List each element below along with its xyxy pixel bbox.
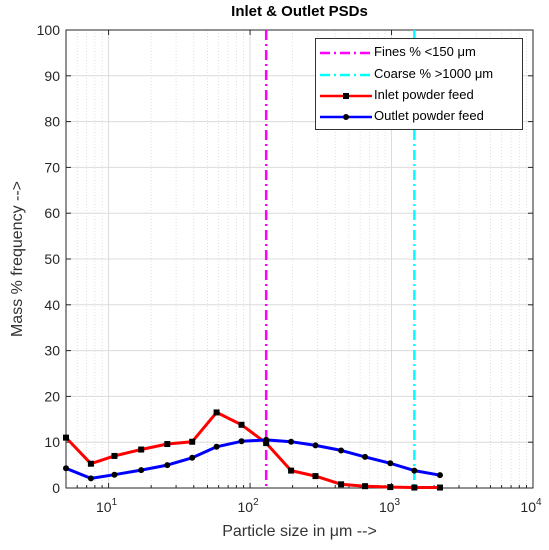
inlet-series-line — [64, 410, 440, 489]
outlet-data-point — [436, 472, 443, 479]
legend-entry-fines: Fines % <150 μm — [316, 42, 522, 64]
inlet-data-point — [87, 460, 94, 467]
legend-label-inlet: Inlet powder feed — [374, 87, 474, 102]
legend: Fines % <150 μm Coarse % >1000 μm Inlet … — [315, 38, 523, 130]
outlet-data-point — [189, 454, 196, 461]
legend-label-fines: Fines % <150 μm — [374, 44, 476, 59]
inlet-data-point — [362, 483, 369, 490]
inlet-data-point — [312, 473, 319, 480]
chart-title: Inlet & Outlet PSDs — [231, 3, 368, 20]
outlet-data-point — [338, 447, 345, 454]
x-tick-label-base: 10 — [520, 499, 536, 515]
legend-label-coarse: Coarse % >1000 μm — [374, 66, 494, 81]
y-tick-label: 50 — [44, 251, 60, 267]
inlet-data-point — [411, 484, 418, 491]
outlet-data-point — [111, 471, 118, 478]
legend-swatch-inlet — [320, 93, 372, 99]
y-axis-label: Mass % frequency --> — [9, 180, 26, 338]
y-tick-label: 30 — [44, 343, 60, 359]
y-tick-label: 90 — [44, 68, 60, 84]
x-tick-label-exponent: 4 — [536, 497, 542, 508]
x-tick-label-exponent: 2 — [253, 497, 259, 508]
inlet-data-point — [338, 481, 345, 488]
y-tick-label: 80 — [44, 114, 60, 130]
inlet-data-point — [238, 421, 245, 428]
inlet-data-point — [263, 440, 270, 447]
legend-swatch-outlet — [320, 114, 372, 120]
y-tick-label: 60 — [44, 205, 60, 221]
x-tick-label: 103 — [379, 497, 401, 515]
x-axis-label: Particle size in μm --> — [222, 523, 377, 540]
outlet-data-point — [411, 467, 418, 474]
inlet-data-point — [288, 467, 295, 474]
outlet-data-point — [362, 453, 369, 460]
inlet-data-point — [436, 484, 443, 491]
inlet-data-point — [164, 441, 171, 448]
outlet-data-point — [312, 442, 319, 449]
outlet-data-point — [238, 438, 245, 445]
x-tick-label-base: 10 — [379, 499, 395, 515]
y-tick-label: 10 — [44, 434, 60, 450]
legend-entry-outlet: Outlet powder feed — [316, 106, 522, 128]
inlet-data-point — [189, 438, 196, 445]
legend-entry-inlet: Inlet powder feed — [316, 85, 522, 107]
legend-entry-coarse: Coarse % >1000 μm — [316, 64, 522, 86]
x-tick-label-exponent: 1 — [112, 497, 118, 508]
x-tick-label-exponent: 3 — [395, 497, 401, 508]
legend-swatch-coarse — [320, 73, 372, 77]
outlet-data-point — [213, 443, 220, 450]
inlet-data-point — [63, 434, 69, 441]
inlet-data-point — [111, 452, 118, 459]
x-tick-label-base: 10 — [237, 499, 253, 515]
outlet-series-line — [65, 438, 441, 480]
outlet-data-point — [387, 460, 394, 467]
x-tick-label: 101 — [96, 497, 118, 515]
outlet-data-point — [63, 465, 69, 472]
x-tick-label: 104 — [520, 497, 542, 515]
legend-label-outlet: Outlet powder feed — [374, 108, 484, 123]
outlet-data-point — [138, 467, 145, 474]
outlet-data-point — [263, 436, 270, 443]
x-tick-label-base: 10 — [96, 499, 112, 515]
y-tick-label: 20 — [44, 388, 60, 404]
outlet-data-point — [164, 462, 171, 469]
inlet-data-point — [213, 409, 220, 416]
x-tick-label: 102 — [237, 497, 259, 515]
y-tick-label: 40 — [44, 297, 60, 313]
y-tick-label: 0 — [52, 480, 60, 496]
legend-swatch-fines — [320, 51, 372, 55]
y-tick-label: 100 — [37, 22, 61, 38]
outlet-data-point — [87, 475, 94, 482]
y-tick-label: 70 — [44, 159, 60, 175]
outlet-data-point — [288, 438, 295, 445]
inlet-data-point — [138, 446, 145, 453]
inlet-data-point — [387, 484, 394, 491]
